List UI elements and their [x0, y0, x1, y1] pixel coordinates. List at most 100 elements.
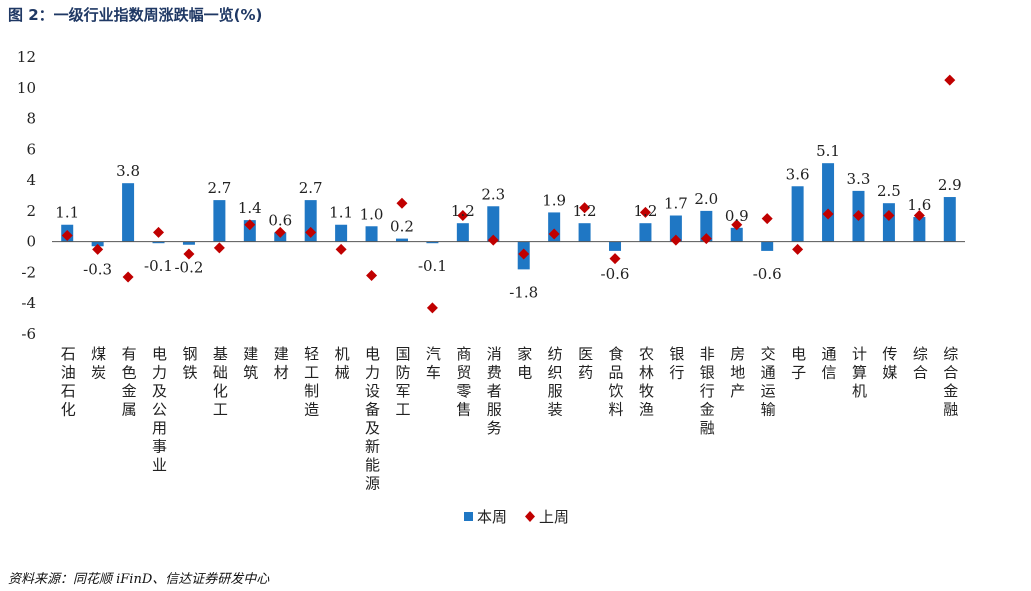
bar-基础化工	[213, 200, 226, 242]
category-label: 银行	[669, 345, 684, 382]
legend-label-this-week: 本周	[477, 508, 507, 526]
figure-source: 资料来源：同花顺 iFinD、信达证券研发中心	[8, 572, 270, 587]
category-label: 纺织服装	[548, 345, 563, 419]
marker-建材	[274, 226, 286, 238]
legend-swatch-bar	[464, 512, 473, 521]
category-label: 农林牧渔	[639, 345, 654, 419]
data-label: 1.0	[360, 205, 384, 223]
data-label: 2.9	[938, 176, 962, 194]
data-label: 1.6	[907, 196, 931, 214]
data-label: 5.1	[816, 142, 840, 160]
bar-食品饮料	[609, 241, 622, 251]
bar-房地产	[730, 227, 743, 242]
marker-建筑	[244, 219, 256, 231]
marker-商贸零售	[457, 210, 469, 222]
data-label: -0.1	[144, 257, 173, 275]
bar-国防军工	[395, 238, 408, 242]
category-label: 电子	[791, 345, 806, 382]
data-label: 1.9	[542, 191, 566, 209]
bar-商贸零售	[456, 223, 469, 242]
category-label: 传媒	[882, 345, 897, 382]
data-label: 0.2	[390, 218, 414, 236]
data-label: 1.2	[451, 202, 475, 220]
data-label: 1.1	[329, 204, 353, 222]
marker-通信	[822, 208, 834, 220]
figure-title: 图 2：一级行业指数周涨跌幅一览(%)	[8, 6, 263, 24]
data-label: -0.1	[418, 257, 447, 275]
category-label: 有色金属	[122, 345, 137, 419]
marker-消费者服务	[487, 234, 499, 246]
data-label: -0.2	[174, 259, 203, 277]
category-label: 国防军工	[395, 345, 410, 419]
bar-非银行金融	[700, 210, 713, 242]
marker-国防军工	[396, 197, 408, 209]
category-label: 建筑	[243, 345, 258, 382]
data-label: 1.2	[573, 202, 597, 220]
marker-交通运输	[761, 213, 773, 225]
bar-钢铁	[182, 241, 195, 245]
marker-综合金融	[944, 74, 956, 86]
category-label: 电力及公用事业	[152, 345, 167, 474]
data-label: -0.3	[83, 260, 112, 278]
data-label: 2.3	[481, 185, 505, 203]
category-label: 商贸零售	[456, 345, 471, 419]
marker-series	[61, 74, 956, 314]
marker-钢铁	[183, 248, 195, 260]
marker-轻工制造	[305, 226, 317, 238]
category-label: 综合	[913, 345, 928, 382]
y-tick-label: -4	[21, 294, 36, 312]
marker-纺织服装	[548, 228, 560, 240]
data-label: -0.6	[753, 265, 782, 283]
marker-传媒	[883, 210, 895, 222]
category-label: 机械	[335, 345, 350, 382]
y-tick-label: -2	[21, 263, 36, 281]
bar-综合金融	[943, 197, 956, 242]
data-labels: 1.1-0.33.8-0.1 -0.22.71.40.62.71.1 1.00.2-…	[55, 142, 961, 301]
category-label: 基础化工	[213, 345, 228, 419]
category-label: 家电	[517, 345, 532, 382]
bar-综合	[913, 217, 926, 242]
bar-机械	[335, 224, 348, 242]
data-label: 2.5	[877, 182, 901, 200]
legend-swatch-marker	[525, 511, 535, 522]
marker-煤炭	[92, 243, 104, 255]
y-tick-label: 2	[26, 202, 36, 220]
marker-电力设备及新能源	[366, 270, 378, 282]
marker-农林牧渔	[639, 206, 651, 218]
category-label: 电力设备及新能源	[365, 345, 380, 493]
data-label: 3.3	[847, 170, 871, 188]
category-label: 食品饮料	[609, 345, 624, 419]
marker-房地产	[731, 219, 743, 231]
bar-农林牧渔	[639, 223, 652, 242]
y-tick-label: 12	[17, 48, 36, 66]
data-label: 2.7	[299, 179, 323, 197]
category-label: 钢铁	[182, 345, 197, 382]
data-label: 3.8	[116, 162, 140, 180]
marker-石油石化	[61, 230, 73, 242]
marker-汽车	[426, 302, 438, 314]
bar-电子	[791, 186, 804, 242]
data-label: 0.6	[268, 211, 292, 229]
category-label: 非银行金融	[700, 345, 715, 437]
marker-有色金属	[122, 271, 134, 283]
data-label: 2.0	[694, 190, 718, 208]
marker-医药	[579, 202, 591, 214]
y-tick-label: 8	[26, 110, 36, 128]
y-tick-label: 10	[17, 79, 36, 97]
category-label: 石油石化	[61, 345, 76, 419]
legend-label-last-week: 上周	[539, 508, 569, 526]
y-tick-label: -6	[21, 325, 36, 343]
y-tick-label: 6	[26, 140, 36, 158]
data-label: 1.4	[238, 199, 262, 217]
category-label: 交通运输	[761, 345, 776, 419]
bar-交通运输	[761, 241, 774, 251]
category-label: 消费者服务	[487, 345, 502, 437]
category-label: 通信	[822, 345, 837, 382]
y-tick-label: 4	[26, 171, 36, 189]
marker-电子	[792, 243, 804, 255]
category-label: 医药	[578, 345, 593, 382]
data-label: -1.8	[509, 283, 538, 301]
bar-医药	[578, 223, 591, 242]
